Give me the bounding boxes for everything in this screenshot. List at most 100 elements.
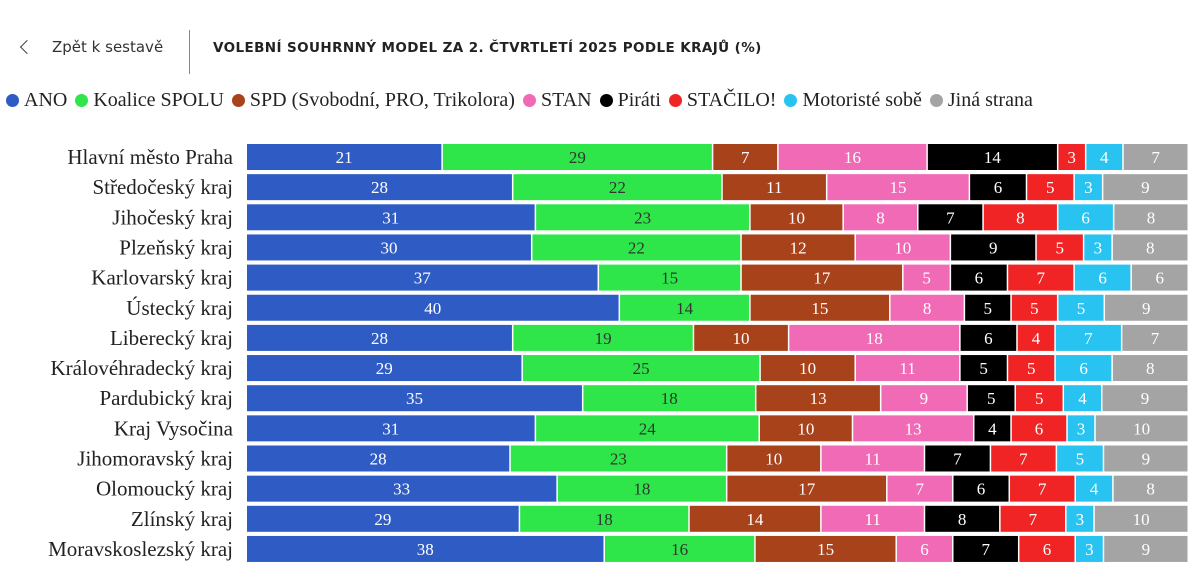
bar-segment[interactable] xyxy=(1010,475,1075,502)
bar-segment[interactable] xyxy=(722,174,826,201)
bar-segment[interactable] xyxy=(1000,505,1066,532)
bar-segment[interactable] xyxy=(247,174,512,201)
bar-segment[interactable] xyxy=(1019,535,1075,562)
bar-segment[interactable] xyxy=(1036,234,1083,261)
bar-segment[interactable] xyxy=(1057,445,1103,472)
bar-segment[interactable] xyxy=(1058,144,1085,170)
bar-segment[interactable] xyxy=(1015,385,1063,412)
bar-segment[interactable] xyxy=(247,234,531,261)
bar-segment[interactable] xyxy=(1074,174,1102,201)
bar-segment[interactable] xyxy=(750,294,890,321)
bar-segment[interactable] xyxy=(925,445,990,472)
bar-segment[interactable] xyxy=(247,204,535,231)
bar-segment[interactable] xyxy=(1104,445,1188,472)
bar-segment[interactable] xyxy=(510,445,726,472)
bar-segment[interactable] xyxy=(1095,415,1188,442)
bar-segment[interactable] xyxy=(756,385,880,412)
bar-segment[interactable] xyxy=(974,415,1011,442)
bar-segment[interactable] xyxy=(1011,415,1067,442)
bar-segment[interactable] xyxy=(1086,144,1123,170)
bar-segment[interactable] xyxy=(896,535,952,562)
bar-segment[interactable] xyxy=(1094,505,1188,532)
bar-segment[interactable] xyxy=(247,324,512,351)
bar-segment[interactable] xyxy=(1075,535,1103,562)
bar-segment[interactable] xyxy=(689,505,821,532)
bar-segment[interactable] xyxy=(247,505,519,532)
bar-segment[interactable] xyxy=(821,445,924,472)
bar-segment[interactable] xyxy=(1067,415,1095,442)
bar-segment[interactable] xyxy=(247,264,598,291)
bar-segment[interactable] xyxy=(1027,174,1074,201)
bar-segment[interactable] xyxy=(960,355,1007,382)
bar-segment[interactable] xyxy=(1113,475,1188,502)
bar-segment[interactable] xyxy=(953,475,1009,502)
bar-segment[interactable] xyxy=(890,294,964,321)
bar-segment[interactable] xyxy=(557,475,726,502)
bar-segment[interactable] xyxy=(599,264,741,291)
bar-segment[interactable] xyxy=(755,535,896,562)
bar-segment[interactable] xyxy=(247,355,522,382)
bar-segment[interactable] xyxy=(1064,385,1101,412)
bar-segment[interactable] xyxy=(759,415,852,442)
bar-segment[interactable] xyxy=(247,475,557,502)
bar-segment[interactable] xyxy=(903,264,950,291)
bar-segment[interactable] xyxy=(1074,264,1131,291)
bar-segment[interactable] xyxy=(918,204,983,231)
bar-segment[interactable] xyxy=(953,535,1018,562)
bar-segment[interactable] xyxy=(1058,294,1104,321)
bar-segment[interactable] xyxy=(247,415,535,442)
bar-segment[interactable] xyxy=(960,324,1017,351)
bar-segment[interactable] xyxy=(1084,234,1112,261)
bar-segment[interactable] xyxy=(741,264,903,291)
bar-segment[interactable] xyxy=(247,535,604,562)
bar-segment[interactable] xyxy=(1058,204,1113,231)
bar-segment[interactable] xyxy=(951,234,1036,261)
bar-segment[interactable] xyxy=(520,505,689,532)
bar-segment[interactable] xyxy=(1122,324,1188,351)
bar-segment[interactable] xyxy=(741,234,855,261)
bar-segment[interactable] xyxy=(887,475,952,502)
bar-segment[interactable] xyxy=(1112,234,1188,261)
bar-segment[interactable] xyxy=(927,144,1057,170)
bar-segment[interactable] xyxy=(821,505,924,532)
bar-segment[interactable] xyxy=(536,204,750,231)
bar-segment[interactable] xyxy=(1055,355,1112,382)
bar-segment[interactable] xyxy=(536,415,759,442)
bar-segment[interactable] xyxy=(855,355,960,382)
bar-segment[interactable] xyxy=(855,234,950,261)
bar-segment[interactable] xyxy=(1011,294,1057,321)
bar-segment[interactable] xyxy=(583,385,755,412)
bar-segment[interactable] xyxy=(532,234,741,261)
bar-segment[interactable] xyxy=(1008,264,1074,291)
bar-segment[interactable] xyxy=(991,445,1056,472)
bar-segment[interactable] xyxy=(522,355,760,382)
bar-segment[interactable] xyxy=(750,204,843,231)
bar-segment[interactable] xyxy=(247,385,582,412)
bar-segment[interactable] xyxy=(843,204,918,231)
bar-segment[interactable] xyxy=(1104,535,1188,562)
bar-segment[interactable] xyxy=(1114,204,1188,231)
bar-segment[interactable] xyxy=(513,174,722,201)
bar-segment[interactable] xyxy=(694,324,788,351)
bar-segment[interactable] xyxy=(1105,294,1188,321)
bar-segment[interactable] xyxy=(760,355,855,382)
bar-segment[interactable] xyxy=(247,445,510,472)
bar-segment[interactable] xyxy=(965,294,1011,321)
bar-segment[interactable] xyxy=(1066,505,1094,532)
bar-segment[interactable] xyxy=(925,505,1000,532)
bar-segment[interactable] xyxy=(967,385,1015,412)
bar-segment[interactable] xyxy=(970,174,1026,201)
bar-segment[interactable] xyxy=(1131,264,1188,291)
bar-segment[interactable] xyxy=(951,264,1007,291)
bar-segment[interactable] xyxy=(620,294,750,321)
bar-segment[interactable] xyxy=(789,324,960,351)
bar-segment[interactable] xyxy=(1008,355,1055,382)
bar-segment[interactable] xyxy=(881,385,967,412)
back-button[interactable]: Zpět k sestavě xyxy=(19,38,163,56)
bar-segment[interactable] xyxy=(247,144,442,170)
bar-segment[interactable] xyxy=(853,415,973,442)
bar-segment[interactable] xyxy=(727,475,887,502)
bar-segment[interactable] xyxy=(442,144,712,170)
bar-segment[interactable] xyxy=(247,294,619,321)
bar-segment[interactable] xyxy=(604,535,755,562)
